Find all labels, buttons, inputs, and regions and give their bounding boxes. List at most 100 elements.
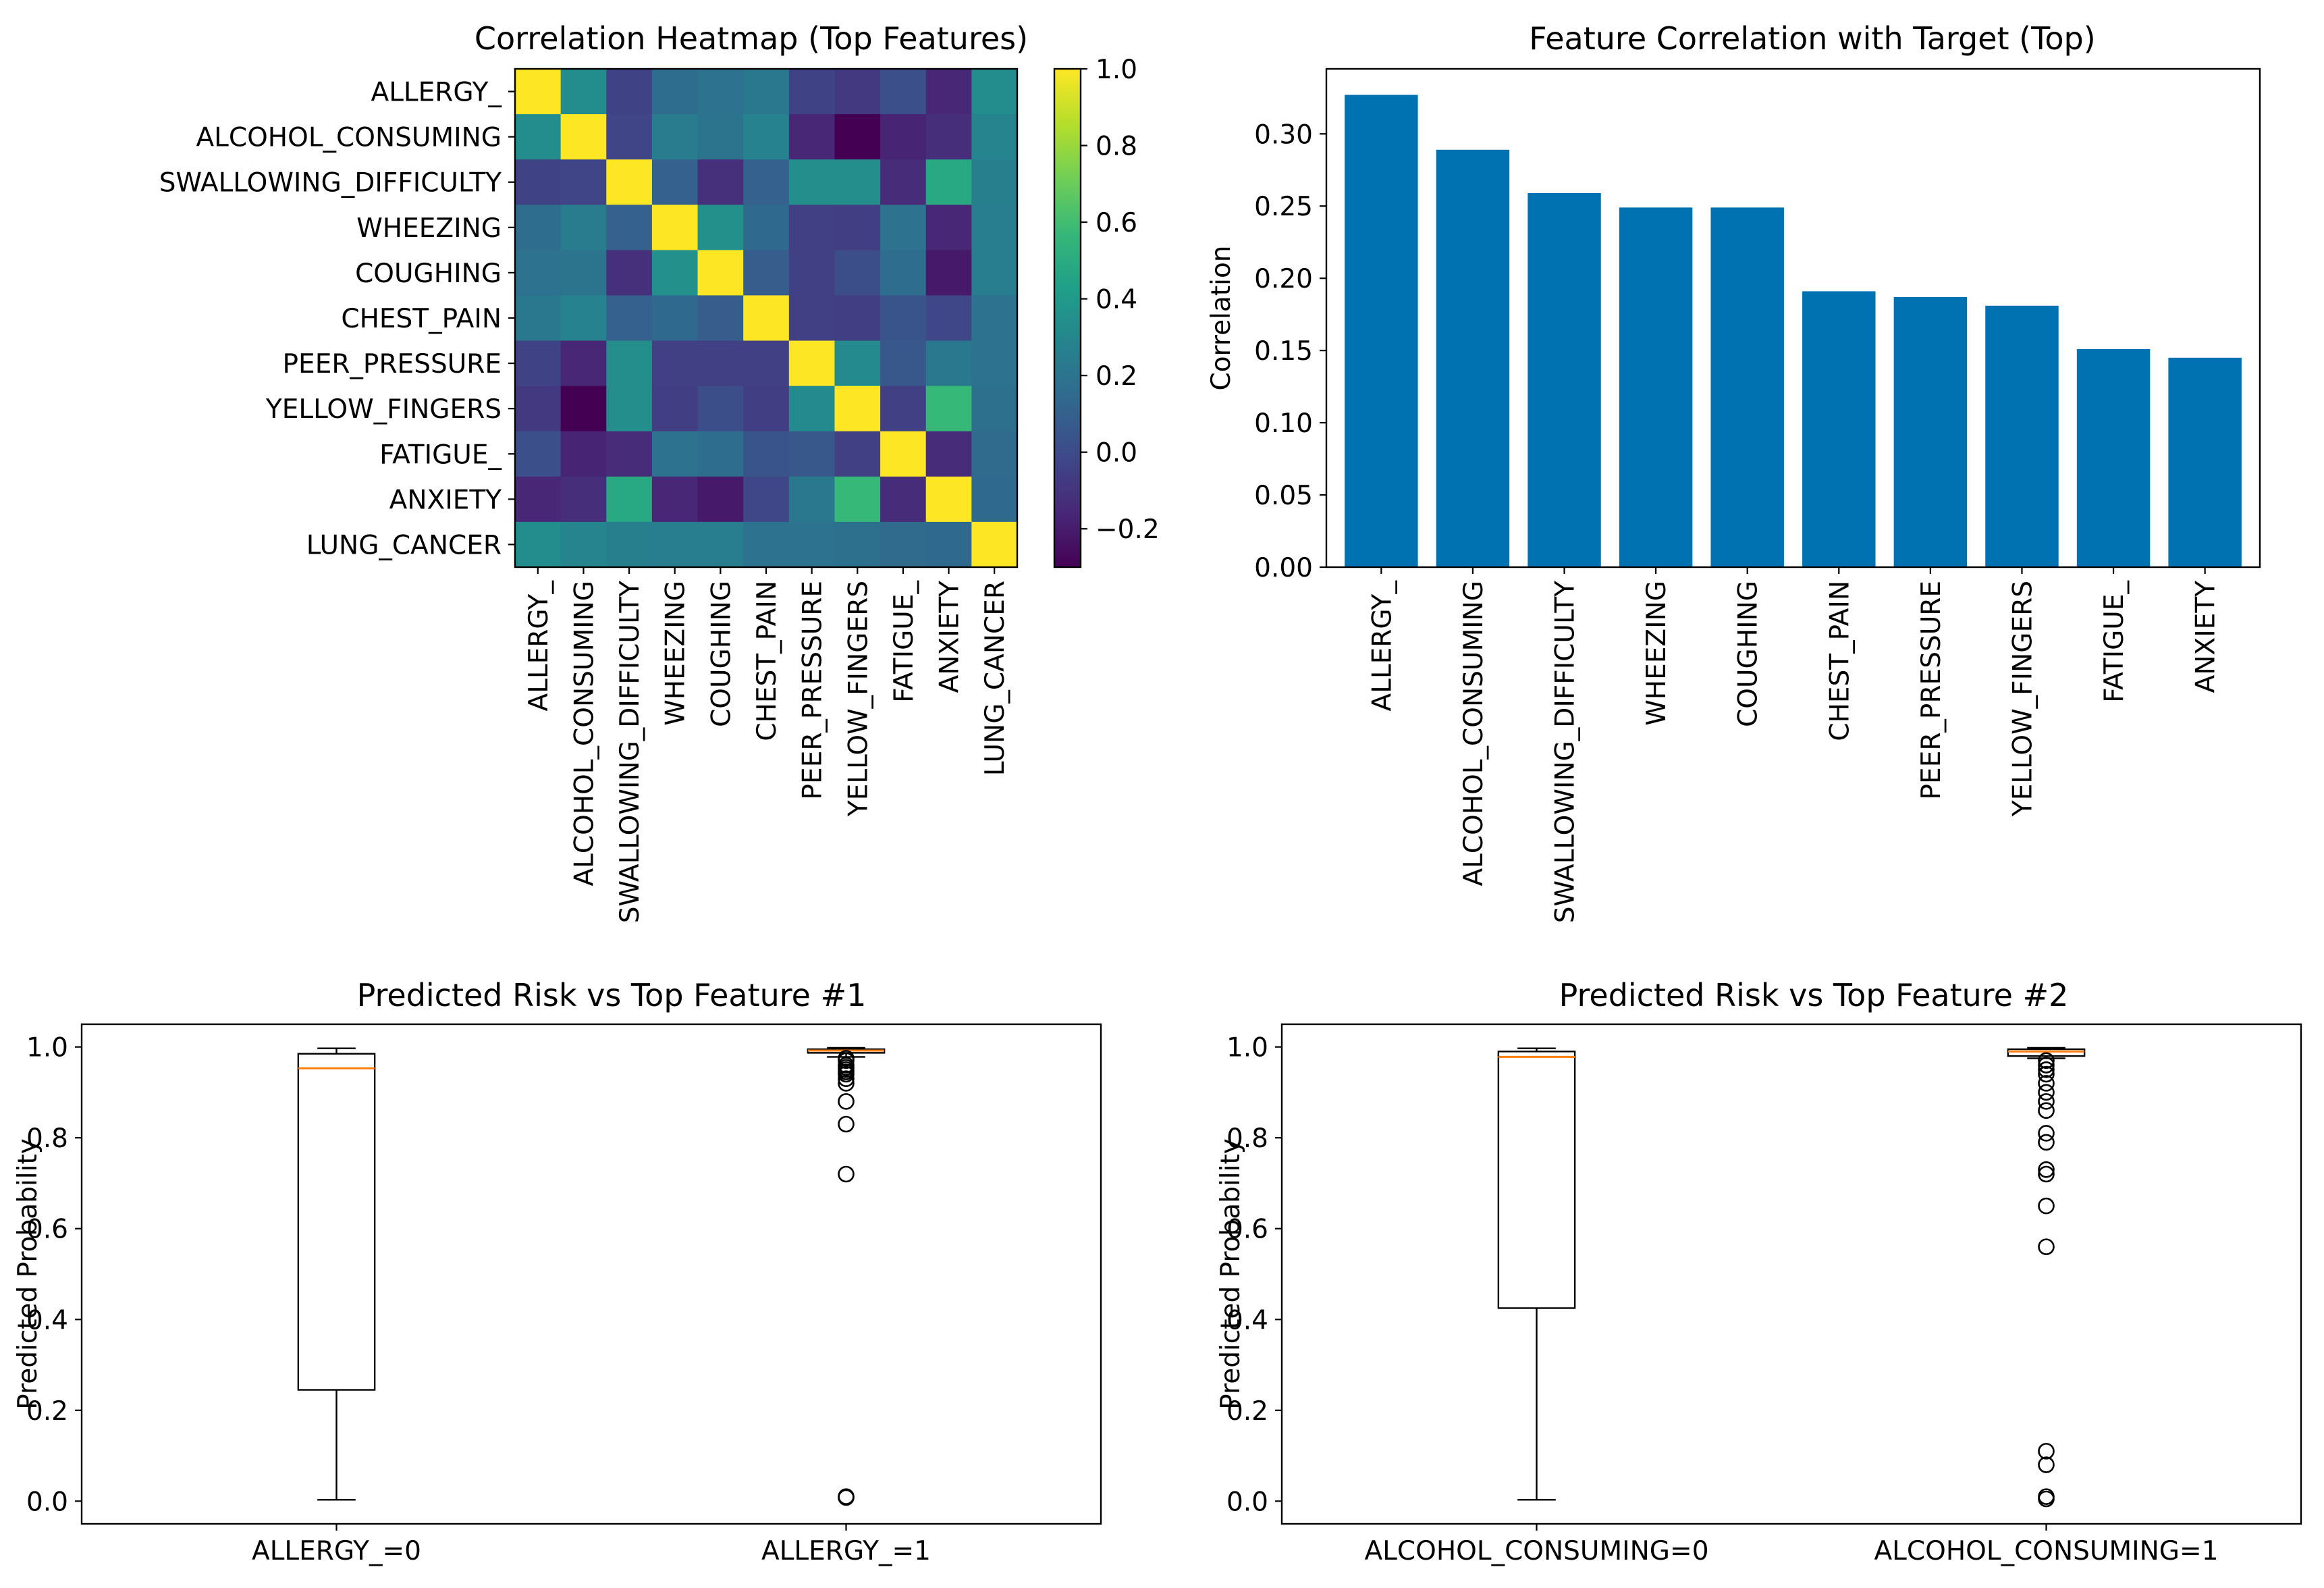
heatmap-cell xyxy=(515,431,562,477)
box-y-tick-label: 1.0 xyxy=(26,1033,68,1063)
heatmap-cell xyxy=(834,250,881,296)
box-x-tick-label: ALLERGY_=0 xyxy=(252,1536,421,1566)
heatmap-cell xyxy=(788,295,836,342)
heatmap-row-label: COUGHING xyxy=(355,259,502,289)
heatmap-cell xyxy=(606,205,653,250)
heatmap-cell xyxy=(651,476,699,523)
bar xyxy=(2168,357,2242,567)
heatmap-cell xyxy=(834,159,881,205)
heatmap-cell xyxy=(606,476,653,523)
bar xyxy=(1436,149,1510,567)
box xyxy=(2007,1048,2086,1057)
heatmap-cell xyxy=(560,431,607,477)
heatmap-cell xyxy=(743,386,790,432)
bar xyxy=(1985,305,2059,567)
heatmap-cell xyxy=(971,431,1018,477)
heatmap-column-label: LUNG_CANCER xyxy=(980,581,1010,776)
bar-x-tick-label: FATIGUE_ xyxy=(2099,581,2130,703)
heatmap-cell xyxy=(697,205,744,250)
heatmap-column-label: PEER_PRESSURE xyxy=(798,581,828,799)
heatmap-cell xyxy=(834,114,881,160)
outlier-point xyxy=(838,1052,855,1069)
heatmap-cell xyxy=(515,159,562,205)
heatmap-cell xyxy=(925,69,972,115)
heatmap-cell xyxy=(515,69,562,115)
heatmap-column-label: WHEEZING xyxy=(661,581,691,726)
heatmap-cell xyxy=(971,69,1018,115)
outlier-point xyxy=(838,1075,855,1092)
bar-y-tick-label: 0.10 xyxy=(1254,408,1313,439)
box xyxy=(1497,1051,1576,1309)
heatmap-cell xyxy=(515,476,562,523)
heatmap-cell xyxy=(788,159,836,205)
heatmap-cell xyxy=(834,431,881,477)
outlier-point xyxy=(2038,1061,2055,1078)
heatmap-cell xyxy=(743,340,790,387)
heatmap-cell xyxy=(743,114,790,160)
outlier-point xyxy=(2038,1093,2055,1110)
heatmap-cell xyxy=(560,114,607,160)
colorbar-tick-label: 0.8 xyxy=(1096,132,1137,162)
boxplot-2-x-ticks: ALCOHOL_CONSUMING=0 ALCOHOL_CONSUMING=1 xyxy=(1364,1524,2219,1566)
heatmap-cell xyxy=(788,476,836,523)
heatmap-cell xyxy=(697,476,744,523)
outlier-point xyxy=(2038,1057,2055,1074)
heatmap-column-labels: ALLERGY_ ALCOHOL_CONSUMING SWALLOWING_DIFF… xyxy=(524,567,1010,923)
box-y-tick-label: 0.6 xyxy=(1226,1215,1268,1245)
heatmap-cell xyxy=(880,205,927,250)
heatmap-title: Correlation Heatmap (Top Features) xyxy=(475,20,1028,57)
bar-chart-frame xyxy=(1325,68,2261,568)
outlier-point xyxy=(2038,1125,2055,1142)
heatmap-cell xyxy=(880,521,927,568)
heatmap-cell xyxy=(651,431,699,477)
heatmap-cell xyxy=(834,69,881,115)
heatmap-column-label: CHEST_PAIN xyxy=(752,581,782,741)
heatmap-row-label: YELLOW_FINGERS xyxy=(265,394,502,425)
boxplot-1-x-ticks: ALLERGY_=0 ALLERGY_=1 xyxy=(252,1524,931,1566)
heatmap-cell xyxy=(925,521,972,568)
box xyxy=(297,1053,376,1391)
heatmap-cell xyxy=(606,159,653,205)
boxplot-2-y-ticks: 0.0 0.2 0.4 0.6 0.8 1.0 xyxy=(1226,1033,1282,1517)
heatmap-cell xyxy=(606,431,653,477)
heatmap-row-label: FATIGUE_ xyxy=(379,440,502,470)
heatmap-row-label: ALCOHOL_CONSUMING xyxy=(196,123,502,153)
heatmap-row-label: SWALLOWING_DIFFICULTY xyxy=(159,168,502,198)
heatmap-row-label: WHEEZING xyxy=(356,213,502,244)
heatmap-cell xyxy=(651,340,699,387)
heatmap-cell xyxy=(971,114,1018,160)
colorbar-ticks: −0.2 0.0 0.2 0.4 0.6 0.8 1.0 xyxy=(1081,55,1160,545)
outlier-point xyxy=(2038,1052,2055,1069)
heatmap-cell xyxy=(880,295,927,342)
heatmap-cell xyxy=(925,114,972,160)
heatmap-cell xyxy=(925,159,972,205)
heatmap-cell xyxy=(971,159,1018,205)
box-x-tick-label: ALCOHOL_CONSUMING=0 xyxy=(1364,1536,1708,1566)
colorbar xyxy=(1054,69,1081,567)
heatmap-cell xyxy=(788,340,836,387)
bar xyxy=(2076,348,2151,567)
heatmap-cell xyxy=(606,386,653,432)
heatmap-cell xyxy=(788,386,836,432)
heatmap-cell xyxy=(788,431,836,477)
heatmap-cell xyxy=(925,340,972,387)
bar xyxy=(1619,207,1693,567)
colorbar-tick-label: 0.6 xyxy=(1096,208,1137,238)
heatmap-row-label: LUNG_CANCER xyxy=(306,530,502,560)
outlier-point xyxy=(2038,1102,2055,1119)
heatmap-cell xyxy=(651,521,699,568)
heatmap-row-label: PEER_PRESSURE xyxy=(283,349,502,379)
heatmap-row-label: ALLERGY_ xyxy=(371,78,502,108)
colorbar-tick-label: 1.0 xyxy=(1096,55,1137,85)
heatmap-cell xyxy=(560,295,607,342)
bar-y-tick-label: 0.20 xyxy=(1254,264,1313,294)
outlier-point xyxy=(838,1489,855,1506)
outlier-point xyxy=(838,1065,855,1083)
boxplot-2-content xyxy=(1497,1047,2086,1508)
outlier-point xyxy=(2038,1197,2055,1215)
box-y-tick-label: 0.8 xyxy=(1226,1123,1268,1154)
heatmap-cell xyxy=(743,431,790,477)
bar-x-tick-label: ALLERGY_ xyxy=(1367,581,1397,712)
heatmap-cell xyxy=(971,476,1018,523)
